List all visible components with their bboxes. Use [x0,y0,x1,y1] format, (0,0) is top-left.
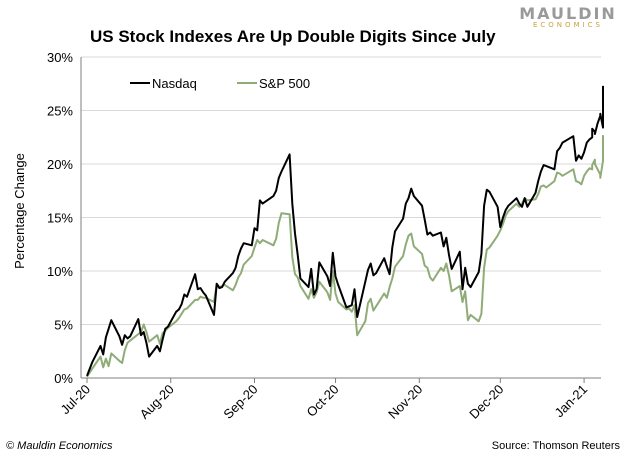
legend-label: Nasdaq [152,76,197,91]
x-tick-label: Jul-20 [57,382,93,418]
legend-label: S&P 500 [259,76,310,91]
y-tick-label: 20% [47,157,73,172]
legend: Nasdaq S&P 500 [130,76,310,91]
series-lines [86,85,604,378]
x-tick-label: Jan-21 [551,382,590,421]
y-axis-title: Percentage Change [12,153,27,269]
brand-name: MAULDIN [519,4,617,23]
brand-logo: MAULDIN ECONOMICS [518,4,618,29]
y-tick-label: 10% [47,264,73,279]
grid-lines [81,56,601,325]
y-tick-label: 15% [47,211,73,226]
axes [80,57,601,379]
copyright-note: © Mauldin Economics [6,440,113,452]
brand-subtitle: ECONOMICS [532,21,603,29]
y-tick-labels: 0% 5% 10% 15% 20% 25% 30% [47,50,73,386]
y-tick-label: 0% [54,371,73,386]
y-tick-label: 30% [47,50,73,65]
x-tick-label: Dec-20 [466,382,506,422]
x-tick-label: Nov-20 [385,382,425,422]
y-tick-label: 5% [54,318,73,333]
x-tick-labels: Jul-20 Aug-20 Sep-20 Oct-20 Nov-20 Dec-20 Jan-… [57,378,590,422]
source-note: Source: Thomson Reuters [491,440,620,452]
chart-title: US Stock Indexes Are Up Double Digits Si… [90,27,496,46]
series-line-s-p-500 [86,135,604,378]
series-line-nasdaq [86,85,604,377]
x-tick-label: Oct-20 [303,382,341,420]
x-tick-label: Aug-20 [137,382,177,422]
x-tick-label: Sep-20 [220,382,260,422]
y-tick-label: 25% [47,104,73,119]
